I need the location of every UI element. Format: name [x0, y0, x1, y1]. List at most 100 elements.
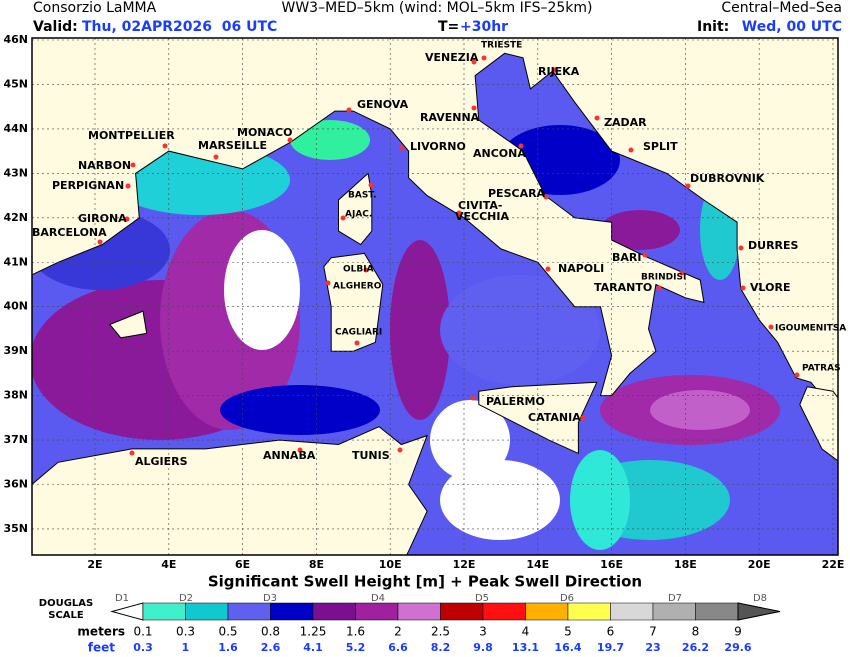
graticule [32, 38, 838, 555]
feet-value: 0.3 [133, 641, 153, 654]
landmass [338, 172, 373, 246]
city-dot [125, 183, 131, 189]
t-value: +30hr [460, 19, 508, 35]
city-dot [471, 59, 477, 65]
lon-label: 20E [748, 558, 771, 571]
city-dot [685, 183, 691, 189]
city-label: IGOUMENITSA [775, 324, 846, 334]
douglas-level: D6 [560, 593, 574, 604]
meters-value: 0.3 [176, 625, 195, 639]
colorbar-segment [525, 602, 569, 621]
douglas-level: D2 [179, 593, 193, 604]
city-label: ZADAR [604, 116, 647, 129]
city-label: OLBIA [343, 265, 374, 275]
meters-value: 3 [479, 625, 487, 639]
landmass [478, 381, 598, 455]
feet-label: feet [88, 641, 115, 655]
init-time: Wed, 00 UTC [742, 19, 842, 35]
city-label: RAVENNA [420, 111, 480, 124]
city-label: TUNIS [352, 449, 390, 462]
meters-value: 0.5 [218, 625, 237, 639]
lat-label: 36N [3, 478, 28, 491]
lat-label: 44N [3, 122, 28, 135]
douglas-level: D3 [263, 593, 277, 604]
meters-value: 6 [607, 625, 615, 639]
meters-value: 7 [649, 625, 657, 639]
feet-value: 13.1 [512, 641, 539, 654]
city-dot [287, 137, 293, 143]
city-dot [297, 447, 303, 453]
lat-label: 39N [3, 344, 28, 357]
colorbar-low [110, 602, 144, 621]
colorbar-segment [270, 602, 314, 621]
lat-label: 43N [3, 166, 28, 179]
city-label: PERPIGNAN [52, 179, 124, 192]
init-label: Init: [697, 19, 729, 35]
city-label: CATANIA [528, 411, 581, 424]
colorbar-segment [567, 602, 611, 621]
lat-label: 38N [3, 389, 28, 402]
meters-label: meters [77, 625, 125, 639]
feet-value: 23 [645, 641, 660, 654]
colorbar-high [737, 602, 781, 621]
city-dot [363, 267, 369, 273]
colorbar-segment [610, 602, 654, 621]
city-label: LIVORNO [410, 140, 466, 153]
colorbar-segment [142, 602, 186, 621]
city-label: PATRAS [802, 364, 841, 374]
city-dot [481, 55, 487, 61]
douglas-level: D8 [753, 593, 767, 604]
city-label: MARSEILLE [198, 139, 267, 152]
city-label: BARCELONA [32, 226, 107, 239]
meters-value: 5 [564, 625, 572, 639]
lat-label: 42N [3, 211, 28, 224]
douglas-level: D5 [475, 593, 489, 604]
colorbar-segment [185, 602, 229, 621]
meters-value: 2.5 [431, 625, 450, 639]
colorbar-segment [227, 602, 271, 621]
city-label: TRIESTE [481, 41, 522, 51]
scale-label: DOUGLAS [39, 598, 93, 609]
city-dot [397, 447, 403, 453]
city-label: ANCONA [473, 147, 526, 160]
city-dot [130, 162, 136, 168]
lon-label: 18E [674, 558, 697, 571]
land [32, 38, 838, 555]
city-label: NAPOLI [558, 262, 604, 275]
feet-value: 2.6 [261, 641, 281, 654]
lon-label: 12E [453, 558, 476, 571]
city-label: VECCHIA [455, 210, 509, 223]
legend-title: Significant Swell Height [m] + Peak Swel… [208, 573, 642, 591]
city-label: CAGLIARI [335, 328, 382, 338]
lon-label: 2E [87, 558, 102, 571]
feet-value: 29.6 [724, 641, 751, 654]
city-dot [628, 147, 634, 153]
city-label: RIJEKA [538, 65, 580, 78]
model: WW3–MED–5km (wind: MOL–5km IFS–25km) [282, 0, 593, 16]
map-frame [31, 37, 839, 556]
feet-value: 1 [182, 641, 190, 654]
feet-value: 8.2 [431, 641, 451, 654]
lat-label: 35N [3, 522, 28, 535]
city-dot [642, 252, 648, 258]
city-label: AJAC. [345, 210, 372, 220]
city-label: ALGIERS [135, 455, 188, 468]
colorbar-segment [695, 602, 739, 621]
t-label: T= [438, 19, 459, 35]
city-dot [545, 266, 551, 272]
colorbar-segment [312, 602, 356, 621]
city-label: BRINDISI [641, 273, 686, 283]
city-label: GIRONA [78, 212, 127, 225]
feet-value: 9.8 [473, 641, 493, 654]
colorbar: 0.1 0.3 0.3 1 0.5 1.6 0.8 2.6 1.25 4.1 1.6 5.2 2 6.6 2… [110, 593, 781, 654]
landmass [108, 310, 148, 339]
city-dot [740, 285, 746, 291]
city-dot [594, 115, 600, 121]
axes: 2E 4E 6E 8E 10E 12E 14E 16E 18E 20E 22E 46N 45N 44N 43… [3, 33, 844, 571]
swell-field [32, 120, 780, 550]
feet-value: 16.4 [554, 641, 581, 654]
city-dot [368, 182, 374, 188]
landmass [799, 386, 838, 462]
